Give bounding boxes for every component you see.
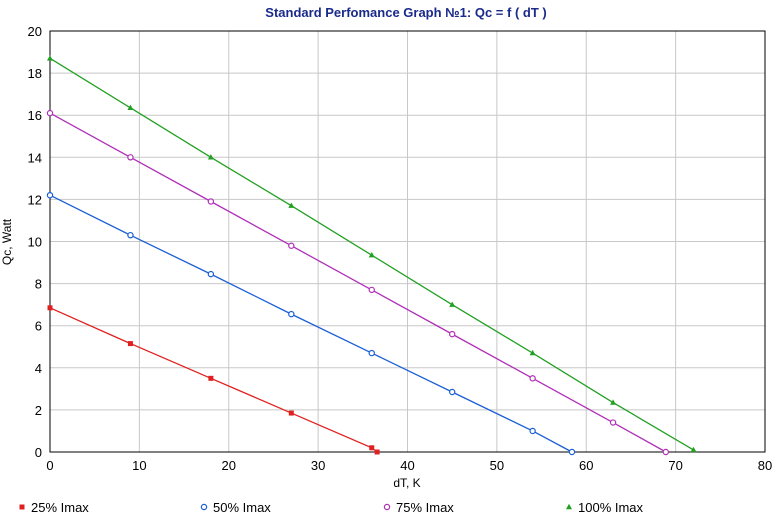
y-tick-label: 6 bbox=[35, 319, 42, 334]
legend-label: 100% Imax bbox=[578, 500, 644, 515]
y-tick-label: 12 bbox=[28, 192, 42, 207]
data-point bbox=[288, 202, 295, 208]
data-point bbox=[127, 341, 133, 347]
data-point bbox=[207, 154, 214, 160]
data-point bbox=[368, 251, 375, 258]
series-line-50-imax bbox=[49, 194, 573, 453]
x-tick-label: 40 bbox=[400, 458, 414, 473]
legend: 25% Imax 50% Imax 75% Imax 100% Imax bbox=[19, 500, 644, 515]
x-tick-label: 70 bbox=[668, 458, 682, 473]
data-point bbox=[127, 154, 134, 161]
data-point bbox=[127, 231, 134, 239]
data-point bbox=[448, 388, 456, 396]
data-point bbox=[568, 448, 576, 456]
y-tick-label: 4 bbox=[35, 361, 42, 376]
y-tick-label: 0 bbox=[35, 445, 42, 460]
series-25-imax bbox=[47, 305, 380, 455]
y-tick-label: 2 bbox=[35, 403, 42, 418]
data-point bbox=[609, 419, 617, 426]
grid bbox=[50, 31, 765, 452]
x-tick-label: 80 bbox=[758, 458, 772, 473]
x-tick-label: 30 bbox=[311, 458, 325, 473]
y-tick-label: 8 bbox=[35, 277, 42, 292]
x-tick-label: 10 bbox=[132, 458, 146, 473]
y-tick-label: 18 bbox=[28, 66, 42, 81]
data-point bbox=[529, 349, 536, 356]
data-point bbox=[368, 286, 375, 294]
x-tick-label: 60 bbox=[579, 458, 593, 473]
legend-item-75-imax: 75% Imax bbox=[383, 500, 454, 515]
legend-marker bbox=[19, 504, 25, 510]
chart-title: Standard Perfomance Graph №1: Qc = f ( d… bbox=[265, 5, 546, 20]
y-tick-label: 20 bbox=[28, 24, 42, 39]
x-tick-label: 20 bbox=[222, 458, 236, 473]
x-tick-label: 50 bbox=[490, 458, 504, 473]
y-tick-label: 16 bbox=[28, 108, 42, 123]
data-point bbox=[662, 448, 669, 456]
data-point bbox=[690, 446, 697, 453]
data-point bbox=[207, 270, 215, 278]
y-tick-label: 14 bbox=[28, 150, 42, 165]
data-point bbox=[208, 375, 214, 381]
legend-marker bbox=[200, 503, 208, 511]
data-point bbox=[449, 301, 456, 307]
data-point bbox=[374, 449, 380, 455]
data-point bbox=[529, 427, 536, 435]
series-50-imax bbox=[46, 191, 576, 456]
series-layer bbox=[46, 55, 697, 456]
y-axis-label: Qc, Watt bbox=[0, 218, 14, 265]
data-point bbox=[288, 242, 295, 249]
data-point bbox=[127, 104, 134, 111]
data-point bbox=[369, 445, 375, 451]
series-100-imax bbox=[47, 55, 697, 453]
x-axis-label: dT, K bbox=[393, 476, 420, 490]
x-axis-ticks: 0 10 20 30 40 50 60 70 80 bbox=[46, 458, 772, 473]
series-75-imax bbox=[46, 109, 669, 456]
x-tick-label: 0 bbox=[46, 458, 53, 473]
y-axis-ticks: 0 2 4 6 8 10 12 14 16 18 20 bbox=[28, 24, 42, 460]
data-point bbox=[610, 399, 617, 405]
legend-label: 25% Imax bbox=[31, 500, 89, 515]
y-tick-label: 10 bbox=[28, 235, 42, 250]
data-point bbox=[448, 330, 456, 338]
data-point bbox=[46, 109, 54, 117]
plot-frame bbox=[49, 30, 766, 453]
data-point bbox=[46, 191, 54, 199]
legend-label: 50% Imax bbox=[213, 500, 271, 515]
legend-label: 75% Imax bbox=[396, 500, 454, 515]
data-point bbox=[47, 55, 53, 61]
data-point bbox=[288, 310, 295, 318]
legend-item-100-imax: 100% Imax bbox=[566, 500, 644, 515]
data-point bbox=[207, 198, 215, 205]
data-point bbox=[529, 375, 536, 382]
legend-marker bbox=[383, 503, 391, 511]
legend-marker bbox=[566, 503, 572, 510]
data-point bbox=[288, 410, 294, 416]
legend-item-25-imax: 25% Imax bbox=[19, 500, 89, 515]
data-point bbox=[368, 349, 375, 357]
data-point bbox=[47, 305, 53, 311]
legend-item-50-imax: 50% Imax bbox=[200, 500, 271, 515]
